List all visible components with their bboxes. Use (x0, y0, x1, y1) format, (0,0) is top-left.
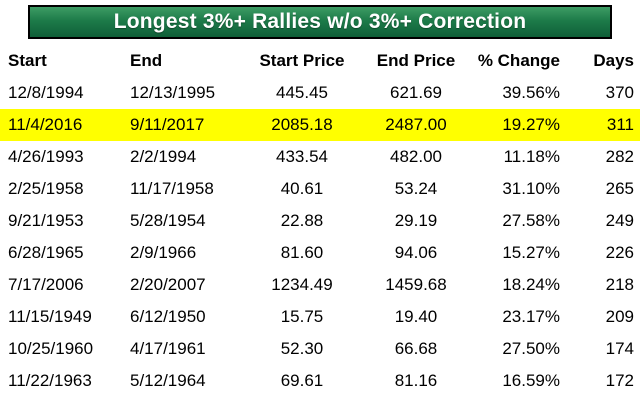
table-row: 11/15/1949 6/12/1950 15.75 19.40 23.17% 209 (0, 301, 640, 333)
col-header-end: End (130, 51, 163, 70)
table-cell: 4/17/1961 (130, 339, 206, 358)
table-cell: 2/25/1958 (8, 179, 84, 198)
table-cell: 11/17/1958 (130, 179, 214, 198)
table-row: 11/4/2016 9/11/2017 2085.18 2487.00 19.27% 31… (0, 109, 640, 141)
table-cell: 12/8/1994 (8, 83, 84, 102)
table-cell: 12/13/1995 (130, 83, 216, 102)
table-cell: 81.16 (394, 371, 438, 390)
table-body: 12/8/1994 12/13/1995 445.45 621.69 39.56% 370… (0, 77, 640, 397)
table-cell: 445.45 (276, 83, 328, 102)
table-cell: 9/11/2017 (130, 115, 205, 134)
col-header-end-price: End Price (376, 51, 456, 70)
table-cell: 81.60 (280, 243, 324, 262)
table-cell: 94.06 (394, 243, 438, 262)
table-title: Longest 3%+ Rallies w/o 3%+ Correction (28, 5, 612, 39)
table-cell: 23.17% (502, 307, 560, 326)
table-cell: 11/22/1963 (8, 371, 92, 390)
table-cell: 52.30 (280, 339, 324, 358)
table-cell: 39.56% (502, 83, 560, 102)
table-cell: 66.68 (394, 339, 438, 358)
table-cell: 11.18% (503, 147, 560, 166)
table-cell: 31.10% (502, 179, 560, 198)
table-cell: 7/17/2006 (8, 275, 84, 294)
table-cell: 15.75 (280, 307, 324, 326)
rally-table: Start End Start Price End Price % Change… (0, 45, 640, 397)
table-cell: 1234.49 (271, 275, 333, 294)
table-row: 6/28/1965 2/9/1966 81.60 94.06 15.27% 226 (0, 237, 640, 269)
table-row: 10/25/1960 4/17/1961 52.30 66.68 27.50% 174 (0, 333, 640, 365)
table-cell: 2/20/2007 (130, 275, 206, 294)
table-cell: 4/26/1993 (8, 147, 84, 166)
table-cell: 69.61 (280, 371, 324, 390)
table-cell: 19.40 (394, 307, 438, 326)
table-cell: 22.88 (280, 211, 324, 230)
table-cell: 2/9/1966 (130, 243, 197, 262)
table-cell: 311 (606, 115, 634, 134)
table-cell: 2085.18 (271, 115, 333, 134)
table-cell: 433.54 (276, 147, 328, 166)
table-row: 11/22/1963 5/12/1964 69.61 81.16 16.59% 172 (0, 365, 640, 397)
col-header-days: Days (593, 51, 634, 70)
table-cell: 172 (605, 371, 634, 390)
col-header-start-price: Start Price (259, 51, 345, 70)
table-cell: 40.61 (280, 179, 324, 198)
table-cell: 5/12/1964 (130, 371, 206, 390)
table-cell: 16.59% (502, 371, 560, 390)
table-cell: 19.27% (502, 115, 560, 134)
table-cell: 15.27% (502, 243, 560, 262)
table-row: 9/21/1953 5/28/1954 22.88 29.19 27.58% 249 (0, 205, 640, 237)
table-cell: 209 (605, 307, 634, 326)
col-header-pct-change: % Change (477, 51, 560, 70)
col-header-start: Start (8, 51, 47, 70)
table-cell: 218 (605, 275, 634, 294)
table-cell: 2/2/1994 (130, 147, 197, 166)
table-cell: 11/15/1949 (8, 307, 92, 326)
table-row: 7/17/2006 2/20/2007 1234.49 1459.68 18.24% 21… (0, 269, 640, 301)
table-header-row: Start End Start Price End Price % Change… (0, 45, 640, 77)
table-cell: 6/28/1965 (8, 243, 84, 262)
table-cell: 249 (605, 211, 634, 230)
table-cell: 282 (605, 147, 634, 166)
table-cell: 9/21/1953 (8, 211, 84, 230)
table-row: 2/25/1958 11/17/1958 40.61 53.24 31.10% 265 (0, 173, 640, 205)
table-cell: 2487.00 (385, 115, 447, 134)
table-cell: 370 (605, 83, 634, 102)
table-cell: 6/12/1950 (130, 307, 206, 326)
table-cell: 265 (605, 179, 634, 198)
table-cell: 27.50% (502, 339, 560, 358)
table-row: 12/8/1994 12/13/1995 445.45 621.69 39.56% 370 (0, 77, 640, 109)
table-cell: 10/25/1960 (8, 339, 94, 358)
table-cell: 621.69 (390, 83, 442, 102)
table-cell: 11/4/2016 (8, 115, 83, 134)
table-cell: 482.00 (390, 147, 442, 166)
table-cell: 27.58% (502, 211, 560, 230)
table-cell: 5/28/1954 (130, 211, 206, 230)
table-cell: 1459.68 (385, 275, 447, 294)
table-row: 4/26/1993 2/2/1994 433.54 482.00 11.18% 282 (0, 141, 640, 173)
table-cell: 18.24% (502, 275, 560, 294)
table-cell: 29.19 (394, 211, 438, 230)
table-cell: 174 (605, 339, 634, 358)
table-cell: 226 (605, 243, 634, 262)
table-cell: 53.24 (394, 179, 438, 198)
